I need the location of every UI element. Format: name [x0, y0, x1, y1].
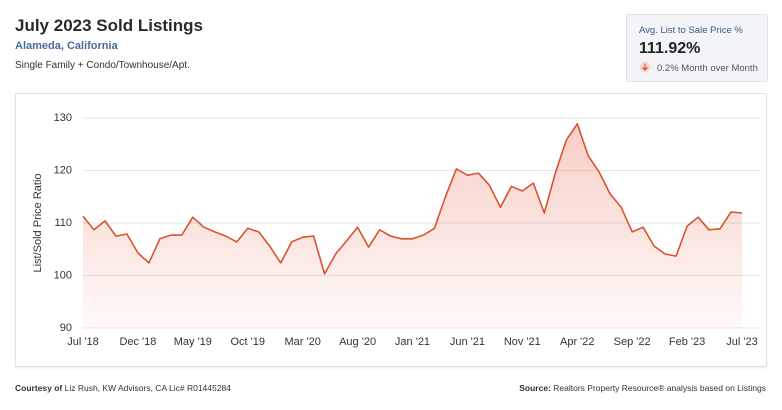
line — [82, 123, 743, 275]
page-title: July 2023 Sold Listings — [15, 16, 204, 35]
x-tick-label: Aug '20 — [339, 336, 376, 348]
x-tick-label: Dec '18 — [119, 336, 156, 348]
source-text: Realtors Property Resource® analysis bas… — [553, 383, 766, 393]
x-tick-label: Jan '21 — [395, 336, 430, 348]
courtesy-label: Courtesy of — [15, 383, 63, 393]
x-tick-label: Apr '22 — [560, 336, 595, 348]
subtitle: Single Family + Condo/Townhouse/Apt. — [15, 60, 190, 71]
kpi-value: 111.92% — [639, 40, 701, 57]
courtesy-text: Liz Rush, KW Advisors, CA Lic# R01445284 — [64, 383, 231, 393]
kpi-label: Avg. List to Sale Price % — [639, 25, 743, 36]
x-tick-label: Sep '22 — [614, 336, 651, 348]
source: Source: Realtors Property Resource® anal… — [519, 383, 766, 393]
courtesy: Courtesy of Liz Rush, KW Advisors, CA Li… — [15, 383, 231, 393]
y-tick-label: 110 — [54, 217, 72, 229]
x-tick-label: Jun '21 — [450, 336, 485, 348]
x-tick-label: Jul '23 — [726, 336, 757, 348]
chart-panel — [15, 93, 767, 367]
x-tick-label: Jul '18 — [67, 336, 98, 348]
x-tick-label: Mar '20 — [284, 336, 320, 348]
down-arrow-icon — [639, 61, 651, 73]
location: Alameda, California — [15, 40, 118, 52]
x-tick-label: May '19 — [174, 336, 212, 348]
x-tick-label: Nov '21 — [504, 336, 541, 348]
y-axis-label: List/Sold Price Ratio — [32, 173, 44, 272]
kpi-card: Avg. List to Sale Price % 111.92% 0.2% M… — [626, 14, 768, 82]
y-tick-label: 120 — [54, 164, 72, 176]
x-tick-label: Feb '23 — [669, 336, 705, 348]
x-tick-label: Oct '19 — [230, 336, 265, 348]
y-tick-label: 130 — [54, 112, 72, 124]
kpi-change: 0.2% Month over Month — [657, 63, 758, 74]
area — [83, 123, 742, 328]
source-label: Source: — [519, 383, 551, 393]
y-tick-label: 100 — [54, 269, 72, 281]
y-tick-label: 90 — [60, 322, 72, 334]
